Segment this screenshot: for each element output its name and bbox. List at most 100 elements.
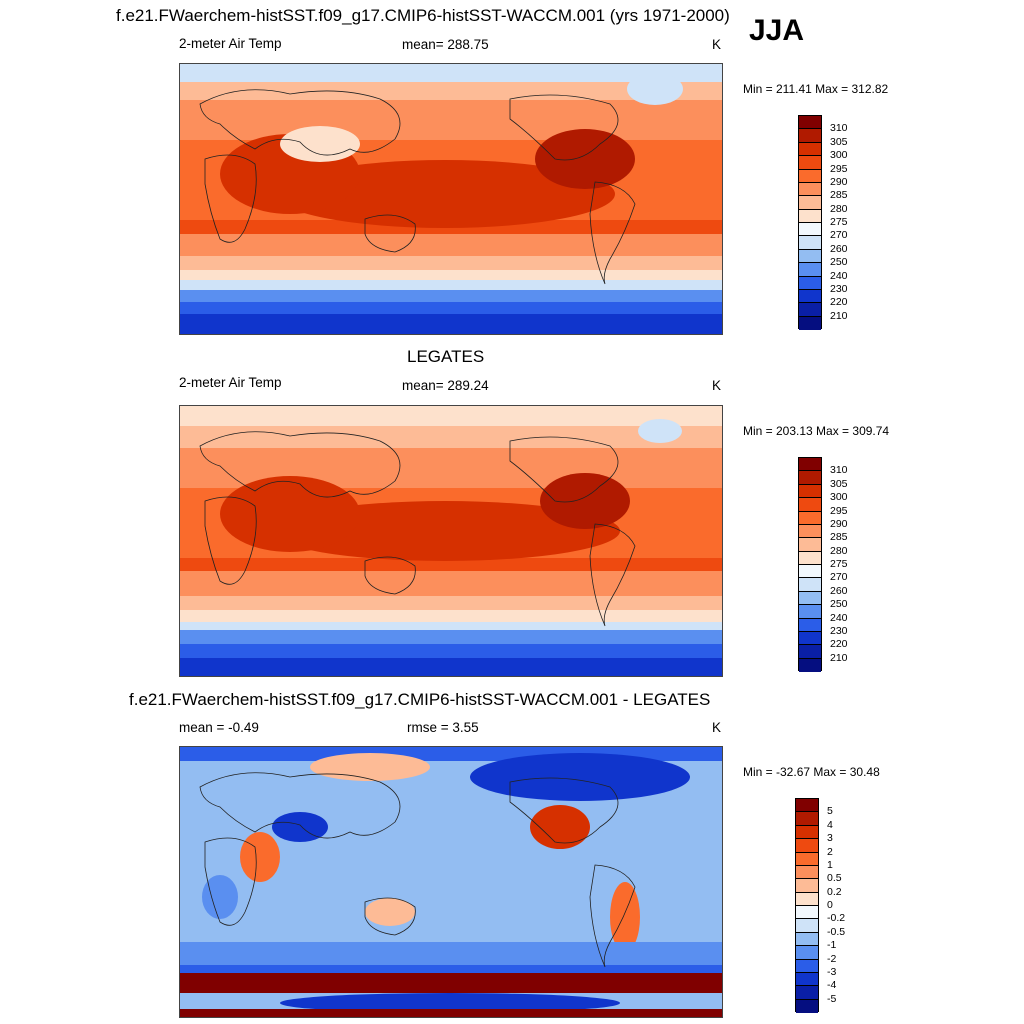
panel-1-colorbar-box (799, 196, 821, 210)
panel-3-colorbar (795, 798, 819, 1013)
panel-1-colorbar-tick: 240 (830, 269, 848, 282)
panel-1-colorbar-tick: 290 (830, 175, 848, 188)
panel-3-southern-warm-band (180, 973, 722, 993)
panel-1-colorbar-box (799, 249, 821, 264)
panel-1-eurasia-coast (199, 89, 401, 156)
panel-1-colorbar-box (799, 156, 821, 170)
panel-3-colorbar-box (796, 932, 818, 947)
panel-1-colorbar-box (799, 223, 821, 237)
panel-3-colorbar-tick: -4 (827, 979, 837, 992)
panel-1-colorbar-box (799, 263, 821, 277)
panel-1-units-label: K (712, 37, 722, 52)
panel-1-namerica-coast (509, 94, 619, 161)
panel-1-colorbar-tick: 280 (830, 202, 848, 215)
panel-1-colorbar-box (799, 129, 821, 143)
panel-2-colorbar-box (799, 605, 821, 619)
panel-2-mean-label: mean= 289.24 (402, 378, 489, 393)
panel-2-colorbar-box (799, 565, 821, 579)
panel-3-colorbar-tick: -5 (827, 992, 837, 1005)
panel-3-namerica-warm (530, 805, 590, 849)
panel-1-colorbar-box (799, 289, 821, 304)
panel-3-colorbar-tick: 0 (827, 899, 833, 911)
panel-1-colorbar (798, 115, 822, 330)
panel-2-colorbar-box (799, 511, 821, 525)
panel-2-namerica-coast (509, 436, 619, 503)
panel-3-arctic-cold (470, 753, 690, 801)
panel-3-colorbar-tick: 1 (827, 858, 833, 871)
panel-1-colorbar-tick: 230 (830, 282, 848, 295)
panel-2-samerica-coast (589, 523, 636, 627)
panel-1-arctic-band (180, 64, 722, 82)
panel-1-australia-coast (364, 214, 416, 253)
panel-1-mean-label: mean= 288.75 (402, 37, 489, 52)
panel-3-namerica-coast (509, 777, 619, 844)
panel-3-colorbar-box (796, 799, 818, 813)
panel-3-colorbar-tick: 4 (827, 818, 833, 831)
panel-2-title: LEGATES (407, 347, 485, 366)
panel-2-colorbar-tick: 210 (830, 651, 848, 664)
panel-3-colorbar-box (796, 839, 818, 853)
panel-2-colorbar-tick: 240 (830, 611, 848, 624)
panel-1-colorbar-tick: 285 (830, 189, 848, 202)
panel-1-minmax-label: Min = 211.41 Max = 312.82 (743, 82, 889, 96)
panel-2-colorbar-box (799, 658, 821, 672)
panel-3-colorbar-box (796, 812, 818, 826)
panel-2-arctic-band (180, 406, 722, 426)
panel-3-colorbar-tick: -0.5 (827, 925, 846, 938)
panel-1-tibet (280, 126, 360, 162)
panel-2-colorbar-tick: 280 (830, 544, 848, 557)
panel-3-units-label: K (712, 720, 722, 735)
panel-3-colorbar-tick: -0.2 (827, 912, 846, 925)
panel-3-samerica-coast (589, 864, 636, 968)
panel-1-colorbar-box (799, 276, 821, 290)
panel-1-map (179, 63, 723, 335)
panel-2-colorbar-tick: 220 (830, 638, 848, 651)
panel-3-colorbar-box (796, 919, 818, 933)
panel-2-colorbar-box (799, 458, 821, 472)
panel-3-colorbar-tick: -1 (827, 939, 837, 952)
panel-1-colorbar-box (799, 142, 821, 157)
panel-2-colorbar-box (799, 631, 821, 646)
panel-2-colorbar-tick: 250 (830, 598, 848, 611)
panel-2-colorbar-box (799, 471, 821, 485)
panel-2-colorbar-box (799, 538, 821, 552)
panel-3-colorbar-box (796, 946, 818, 960)
panel-3-colorbar-tick: -2 (827, 952, 837, 965)
panel-3-colorbar-tick: 2 (827, 845, 833, 858)
panel-1-colorbar-box (799, 209, 821, 223)
panel-2-colorbar-box (799, 645, 821, 659)
panel-2-colorbar-tick: 310 (830, 464, 848, 477)
panel-2-antarctic-band (180, 658, 722, 676)
panel-2-units-label: K (712, 378, 722, 393)
panel-1-colorbar-tick: 250 (830, 256, 848, 269)
season-label: JJA (749, 14, 805, 47)
panel-2-australia-coast (364, 556, 416, 595)
panel-1-colorbar-box (799, 303, 821, 317)
panel-1-colorbar-tick: 295 (830, 162, 848, 175)
panel-3-colorbar-box (796, 999, 818, 1013)
panel-1-africa-coast (204, 154, 257, 243)
panel-2-minmax-label: Min = 203.13 Max = 309.74 (743, 424, 890, 438)
figure-title: f.e21.FWaerchem-histSST.f09_g17.CMIP6-hi… (116, 6, 730, 25)
panel-2-colorbar-box (799, 498, 821, 512)
panel-1-greenland (627, 73, 683, 105)
panel-2-variable-label: 2-meter Air Temp (179, 375, 282, 390)
panel-3-colorbar-box (796, 879, 818, 893)
panel-3-colorbar-tick: 3 (827, 832, 833, 845)
panel-1-colorbar-box (799, 316, 821, 330)
panel-1-samerica-coast (589, 181, 636, 285)
panel-2-colorbar-tick: 260 (830, 584, 848, 597)
panel-3-africa-coast (204, 837, 257, 926)
panel-1-colorbar-tick: 210 (830, 309, 848, 322)
panel-2-greenland (638, 419, 682, 443)
panel-3-colorbar-tick: -3 (827, 965, 837, 978)
panel-2-colorbar-tick: 295 (830, 504, 848, 517)
panel-3-eurasia-coast (199, 772, 401, 839)
panel-3-colorbar-box (796, 825, 818, 840)
panel-2-colorbar-box (799, 591, 821, 606)
panel-2-colorbar-tick: 270 (830, 571, 848, 584)
panel-2-colorbar (798, 457, 822, 672)
panel-1-colorbar-tick: 300 (830, 149, 848, 162)
panel-3-colorbar-box (796, 852, 818, 866)
panel-1-colorbar-tick: 270 (830, 229, 848, 242)
